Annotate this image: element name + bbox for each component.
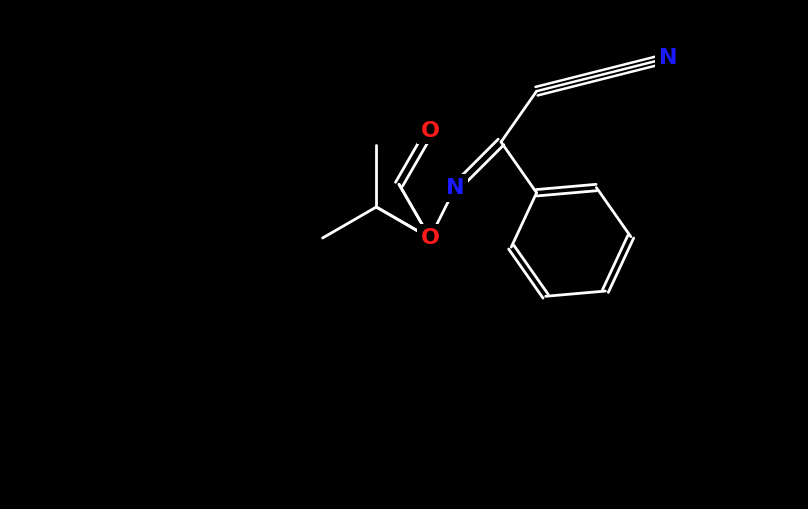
Text: N: N xyxy=(659,48,677,68)
Text: O: O xyxy=(420,121,440,140)
Text: O: O xyxy=(420,228,440,248)
Text: O: O xyxy=(420,228,440,248)
Text: N: N xyxy=(446,178,465,198)
